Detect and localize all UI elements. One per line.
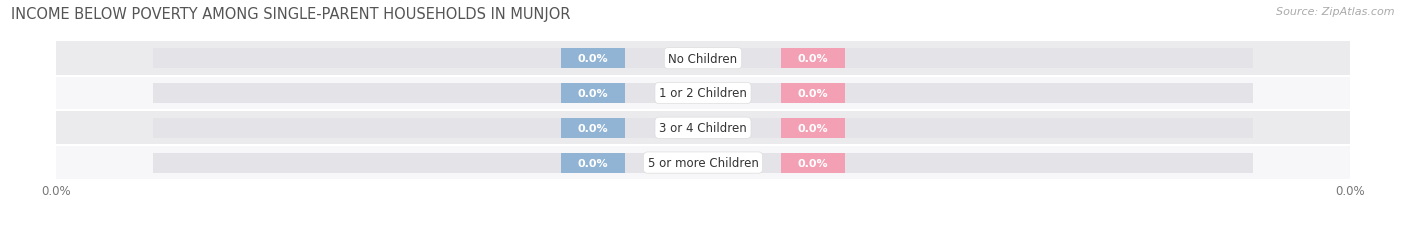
Text: 0.0%: 0.0% — [797, 158, 828, 168]
Text: 0.0%: 0.0% — [578, 88, 609, 99]
Bar — [561, 118, 626, 138]
Text: 0.0%: 0.0% — [578, 54, 609, 64]
Text: 0.0%: 0.0% — [797, 88, 828, 99]
Bar — [153, 118, 1253, 138]
Bar — [780, 49, 845, 69]
Bar — [561, 84, 626, 103]
Bar — [561, 153, 626, 173]
Text: 0.0%: 0.0% — [797, 54, 828, 64]
Text: 0.0%: 0.0% — [578, 123, 609, 133]
Text: 1 or 2 Children: 1 or 2 Children — [659, 87, 747, 100]
Bar — [153, 49, 1253, 69]
Text: Source: ZipAtlas.com: Source: ZipAtlas.com — [1277, 7, 1395, 17]
Bar — [780, 84, 845, 103]
Text: 0.0%: 0.0% — [797, 123, 828, 133]
Bar — [561, 49, 626, 69]
Bar — [153, 153, 1253, 173]
Bar — [780, 153, 845, 173]
Text: 5 or more Children: 5 or more Children — [648, 156, 758, 169]
Bar — [56, 42, 1350, 76]
Bar — [56, 111, 1350, 146]
Text: INCOME BELOW POVERTY AMONG SINGLE-PARENT HOUSEHOLDS IN MUNJOR: INCOME BELOW POVERTY AMONG SINGLE-PARENT… — [11, 7, 571, 22]
Text: No Children: No Children — [668, 52, 738, 65]
Bar — [153, 84, 1253, 103]
Bar — [56, 146, 1350, 180]
Text: 0.0%: 0.0% — [578, 158, 609, 168]
Legend: Single Father, Single Mother: Single Father, Single Mother — [593, 228, 813, 231]
Text: 3 or 4 Children: 3 or 4 Children — [659, 122, 747, 135]
Bar — [780, 118, 845, 138]
Bar — [56, 76, 1350, 111]
